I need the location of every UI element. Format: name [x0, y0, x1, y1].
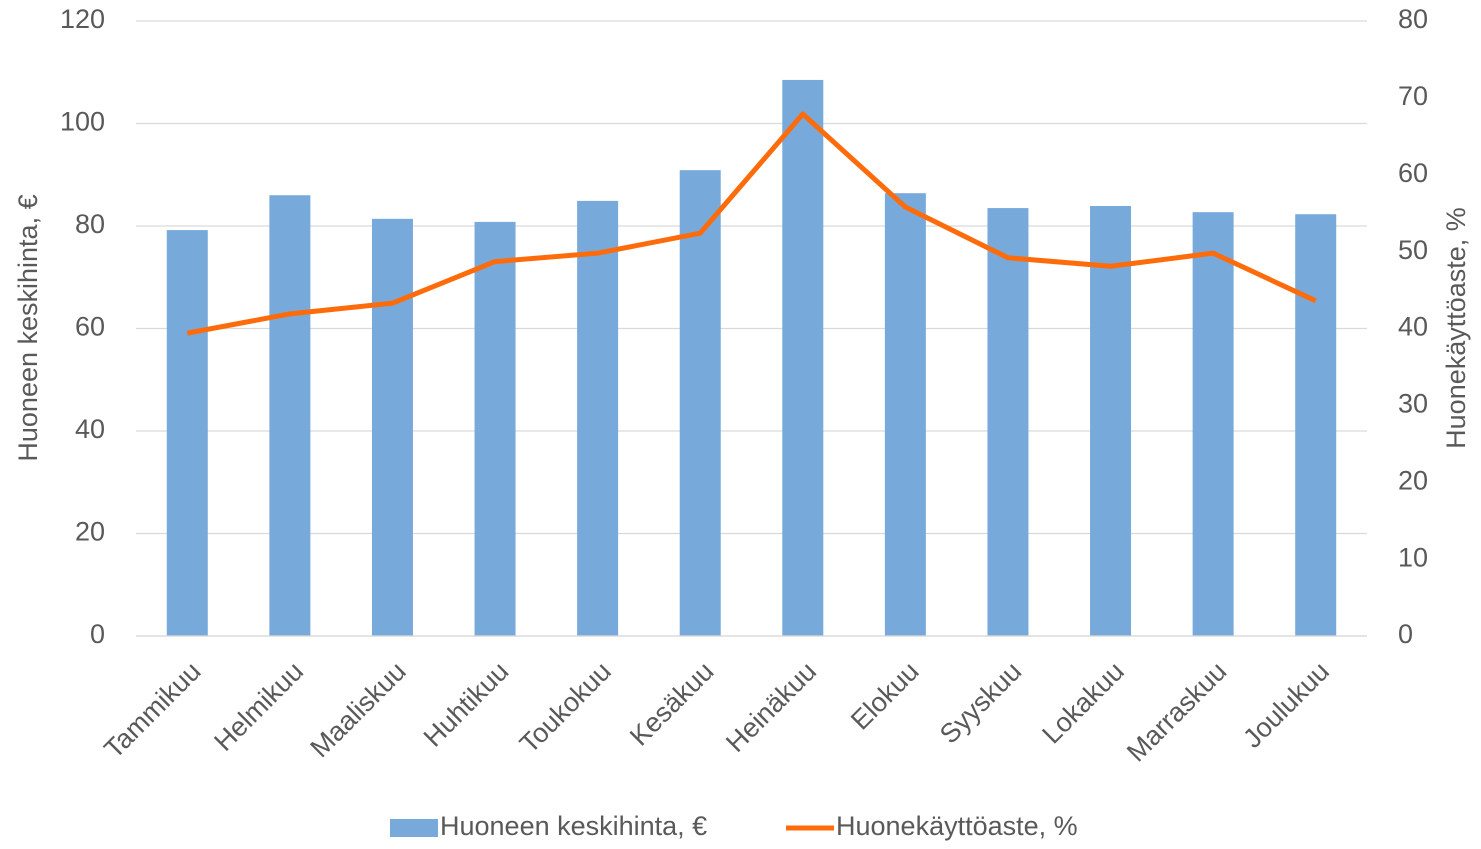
x-tick-label: Maaliskuu	[305, 656, 412, 763]
x-tick-label: Helmikuu	[208, 656, 309, 757]
y2-tick-label: 40	[1398, 312, 1428, 342]
bar	[987, 208, 1029, 636]
y-axis-label: Huoneen keskihinta, €	[13, 194, 43, 461]
bar	[884, 193, 926, 636]
y-tick-label: 0	[90, 619, 105, 649]
x-tick-label: Heinäkuu	[720, 656, 822, 758]
y2-tick-label: 20	[1398, 465, 1428, 495]
y-tick-label: 120	[60, 4, 105, 34]
y2-tick-label: 10	[1398, 542, 1428, 572]
bar	[166, 230, 208, 636]
y-tick-label: 20	[75, 517, 105, 547]
y2-tick-label: 70	[1398, 81, 1428, 111]
bar	[1295, 214, 1337, 636]
line	[186, 111, 1317, 336]
x-tick-label: Toukokuu	[514, 656, 617, 759]
x-tick-label: Syyskuu	[934, 656, 1027, 749]
x-tick-label: Kesäkuu	[624, 656, 720, 752]
bar	[782, 79, 824, 636]
x-tick-label: Lokakuu	[1036, 656, 1129, 749]
y-tick-label: 100	[60, 107, 105, 137]
bar	[269, 195, 311, 636]
y2-tick-label: 30	[1398, 389, 1428, 419]
x-tick-label: Tammikuu	[98, 656, 206, 764]
x-tick-label: Marraskuu	[1121, 656, 1232, 767]
y2-tick-label: 50	[1398, 235, 1428, 265]
x-tick-label: Huhtikuu	[418, 656, 515, 753]
bar	[1192, 212, 1234, 636]
y-tick-label: 80	[75, 209, 105, 239]
y2-tick-label: 60	[1398, 158, 1428, 188]
y-tick-label: 60	[75, 312, 105, 342]
y2-tick-label: 80	[1398, 4, 1428, 34]
legend-swatch	[390, 819, 438, 837]
y-tick-label: 40	[75, 414, 105, 444]
bar	[679, 170, 721, 636]
y2-tick-label: 0	[1398, 619, 1413, 649]
bar	[577, 200, 619, 636]
x-tick-label: Joulukuu	[1237, 656, 1335, 754]
bar	[1090, 206, 1132, 636]
x-tick-label: Elokuu	[845, 656, 925, 736]
legend-label: Huonekäyttöaste, %	[836, 811, 1078, 841]
y2-axis-label: Huonekäyttöaste, %	[1441, 207, 1471, 449]
legend-label: Huoneen keskihinta, €	[440, 811, 707, 841]
bar	[371, 218, 413, 636]
bar	[474, 221, 516, 636]
